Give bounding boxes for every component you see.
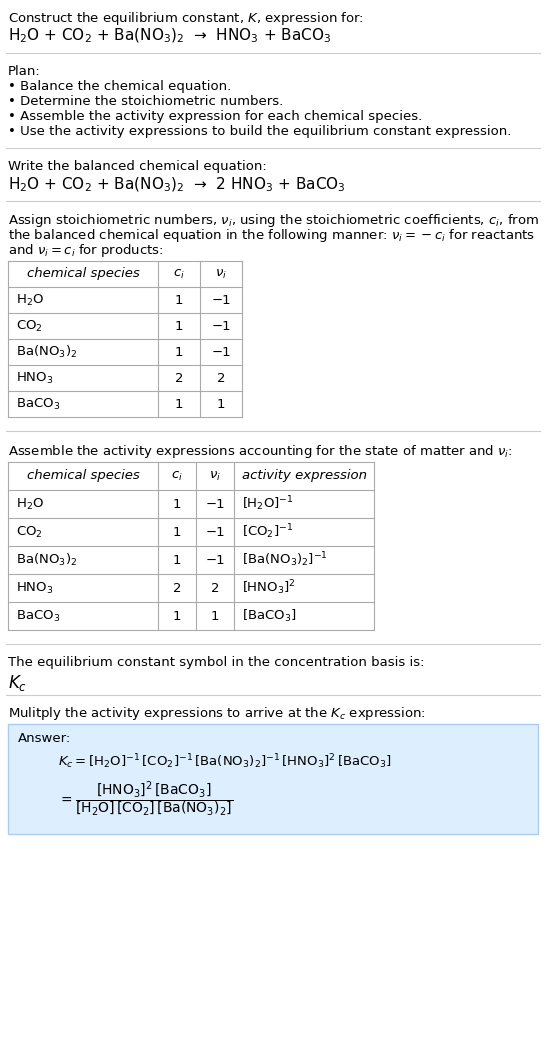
Text: $c_i$: $c_i$ [173,267,185,280]
Text: $c_i$: $c_i$ [171,470,183,483]
Text: BaCO$_3$: BaCO$_3$ [16,397,60,411]
Text: $K_c$: $K_c$ [8,673,27,693]
Text: Assign stoichiometric numbers, $\nu_i$, using the stoichiometric coefficients, $: Assign stoichiometric numbers, $\nu_i$, … [8,212,539,229]
Text: • Balance the chemical equation.: • Balance the chemical equation. [8,80,232,93]
Text: 1: 1 [173,497,181,511]
Text: 2: 2 [173,581,181,595]
Text: chemical species: chemical species [27,267,139,280]
FancyBboxPatch shape [8,724,538,834]
Text: and $\nu_i = c_i$ for products:: and $\nu_i = c_i$ for products: [8,242,164,259]
Text: The equilibrium constant symbol in the concentration basis is:: The equilibrium constant symbol in the c… [8,656,424,669]
Text: 1: 1 [173,554,181,566]
Text: [HNO$_3$]$^2$: [HNO$_3$]$^2$ [242,579,296,597]
Text: 1: 1 [173,526,181,538]
Text: H$_2$O: H$_2$O [16,293,44,307]
Text: • Assemble the activity expression for each chemical species.: • Assemble the activity expression for e… [8,110,422,123]
Text: −1: −1 [211,320,231,333]
Text: 1: 1 [175,345,183,359]
Text: CO$_2$: CO$_2$ [16,524,43,539]
Text: Write the balanced chemical equation:: Write the balanced chemical equation: [8,160,267,173]
Text: [BaCO$_3$]: [BaCO$_3$] [242,608,296,624]
Text: Assemble the activity expressions accounting for the state of matter and $\nu_i$: Assemble the activity expressions accoun… [8,443,513,461]
Text: Mulitply the activity expressions to arrive at the $K_c$ expression:: Mulitply the activity expressions to arr… [8,705,426,722]
Text: Answer:: Answer: [18,732,71,745]
Text: $\nu_i$: $\nu_i$ [209,470,221,483]
Text: 1: 1 [173,609,181,622]
Text: • Use the activity expressions to build the equilibrium constant expression.: • Use the activity expressions to build … [8,125,512,138]
Text: HNO$_3$: HNO$_3$ [16,580,54,596]
Text: Ba(NO$_3$)$_2$: Ba(NO$_3$)$_2$ [16,344,78,360]
Text: Plan:: Plan: [8,65,41,78]
Text: −1: −1 [211,294,231,306]
Text: −1: −1 [205,526,225,538]
Text: 1: 1 [211,609,219,622]
Text: 2: 2 [217,371,225,385]
Text: HNO$_3$: HNO$_3$ [16,370,54,386]
Text: 1: 1 [217,398,225,410]
Text: 1: 1 [175,294,183,306]
Text: −1: −1 [205,554,225,566]
Text: $\nu_i$: $\nu_i$ [215,267,227,280]
Text: $K_c = [\mathrm{H_2O}]^{-1}\,[\mathrm{CO_2}]^{-1}\,[\mathrm{Ba(NO_3)_2}]^{-1}\,[: $K_c = [\mathrm{H_2O}]^{-1}\,[\mathrm{CO… [58,752,392,771]
Text: H$_2$O: H$_2$O [16,496,44,512]
Text: 1: 1 [175,320,183,333]
Text: Ba(NO$_3$)$_2$: Ba(NO$_3$)$_2$ [16,552,78,569]
Text: −1: −1 [211,345,231,359]
Text: −1: −1 [205,497,225,511]
Text: [H$_2$O]$^{-1}$: [H$_2$O]$^{-1}$ [242,495,294,513]
Text: 2: 2 [211,581,219,595]
Text: BaCO$_3$: BaCO$_3$ [16,608,60,623]
Text: 1: 1 [175,398,183,410]
Text: Construct the equilibrium constant, $K$, expression for:: Construct the equilibrium constant, $K$,… [8,10,364,27]
Text: H$_2$O + CO$_2$ + Ba(NO$_3$)$_2$  →  2 HNO$_3$ + BaCO$_3$: H$_2$O + CO$_2$ + Ba(NO$_3$)$_2$ → 2 HNO… [8,176,346,194]
Text: H$_2$O + CO$_2$ + Ba(NO$_3$)$_2$  →  HNO$_3$ + BaCO$_3$: H$_2$O + CO$_2$ + Ba(NO$_3$)$_2$ → HNO$_… [8,27,331,45]
Text: [Ba(NO$_3$)$_2$]$^{-1}$: [Ba(NO$_3$)$_2$]$^{-1}$ [242,551,328,570]
Text: the balanced chemical equation in the following manner: $\nu_i = -c_i$ for react: the balanced chemical equation in the fo… [8,227,535,244]
Text: $= \dfrac{[\mathrm{HNO_3}]^2\,[\mathrm{BaCO_3}]}{[\mathrm{H_2O}]\,[\mathrm{CO_2}: $= \dfrac{[\mathrm{HNO_3}]^2\,[\mathrm{B… [58,779,233,818]
Text: • Determine the stoichiometric numbers.: • Determine the stoichiometric numbers. [8,95,283,108]
Text: CO$_2$: CO$_2$ [16,319,43,334]
Text: [CO$_2$]$^{-1}$: [CO$_2$]$^{-1}$ [242,522,293,541]
Text: 2: 2 [175,371,183,385]
Text: chemical species: chemical species [27,470,139,483]
Text: activity expression: activity expression [241,470,366,483]
